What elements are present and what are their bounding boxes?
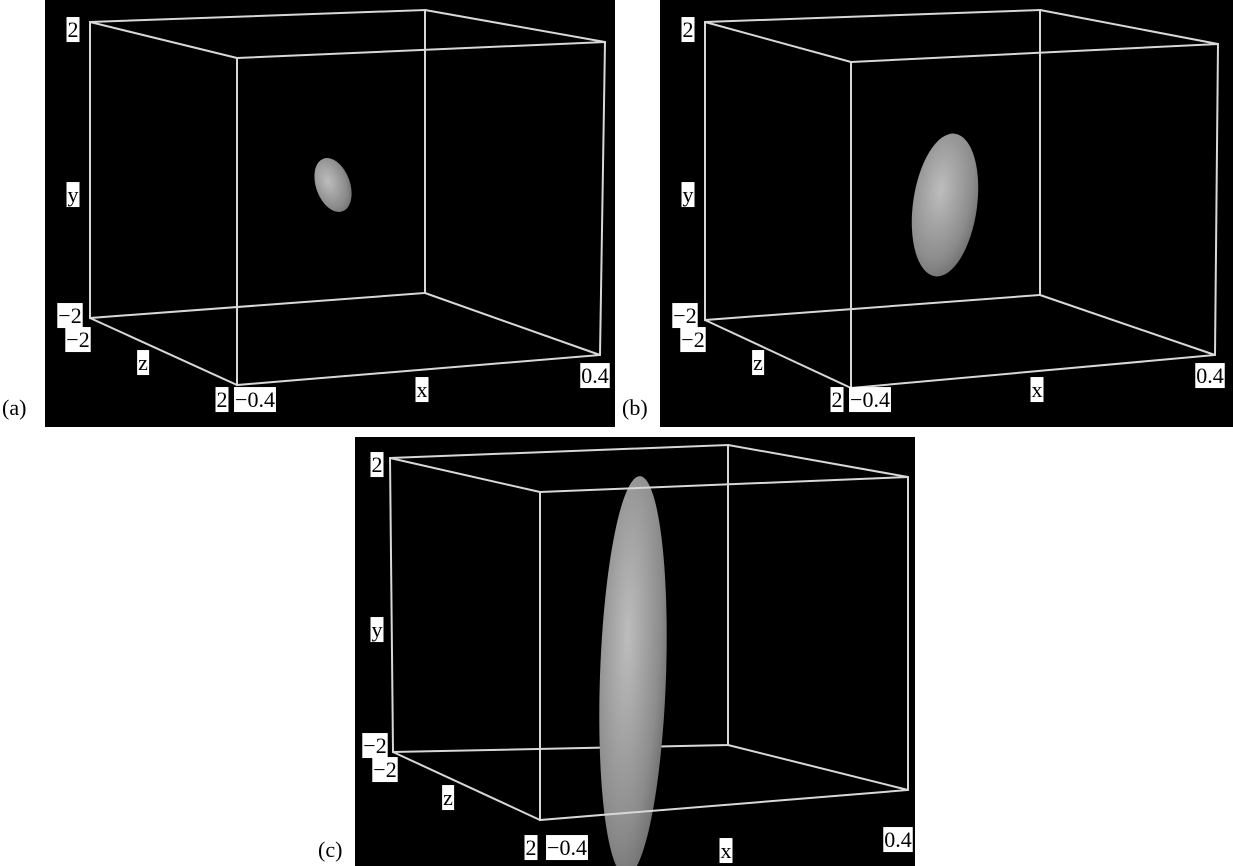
tick-label: −0.4 (235, 387, 275, 412)
axis-label: x (1032, 377, 1043, 402)
panel-label: (b) (622, 395, 648, 420)
tick-label: −0.4 (547, 835, 587, 860)
tick-label: 2 (372, 452, 383, 477)
axis-label: y (372, 617, 383, 642)
axis-label: z (443, 785, 453, 810)
axis-label: y (68, 182, 79, 207)
tick-label: −2 (66, 327, 89, 352)
axis-label: z (138, 350, 148, 375)
tick-label: 2 (683, 17, 694, 42)
tick-label: 2 (526, 835, 537, 860)
tick-label: 0.4 (1196, 363, 1224, 388)
axis-label: x (417, 377, 428, 402)
axis-label: y (683, 182, 694, 207)
tick-label: −2 (681, 327, 704, 352)
tick-label: −2 (58, 303, 81, 328)
tick-label: 0.4 (884, 827, 912, 852)
panel-label: (c) (318, 837, 342, 862)
panel: (a) 2 y −2−2 z 2 −0.4 x 0.4 (2, 0, 615, 427)
panel: (c) 2 y −2−2 z 2 −0.4 x 0.4 (318, 437, 915, 866)
render-background (45, 0, 615, 427)
axis-label: z (753, 350, 763, 375)
tick-label: 2 (217, 387, 228, 412)
tick-label: −2 (363, 733, 386, 758)
panel: (b) 2 y −2−2 z 2 −0.4 x 0.4 (622, 0, 1233, 427)
tick-label: −0.4 (850, 387, 890, 412)
tick-label: −2 (673, 303, 696, 328)
tick-label: 2 (68, 17, 79, 42)
tick-label: −2 (373, 757, 396, 782)
tick-label: 2 (832, 387, 843, 412)
axis-label: x (721, 838, 732, 863)
figure: (a)2y−2−2z2−0.4x0.4(b)2y−2−2z2−0.4x0.4(c… (0, 0, 1233, 866)
panel-label: (a) (2, 395, 26, 420)
tick-label: 0.4 (581, 363, 609, 388)
